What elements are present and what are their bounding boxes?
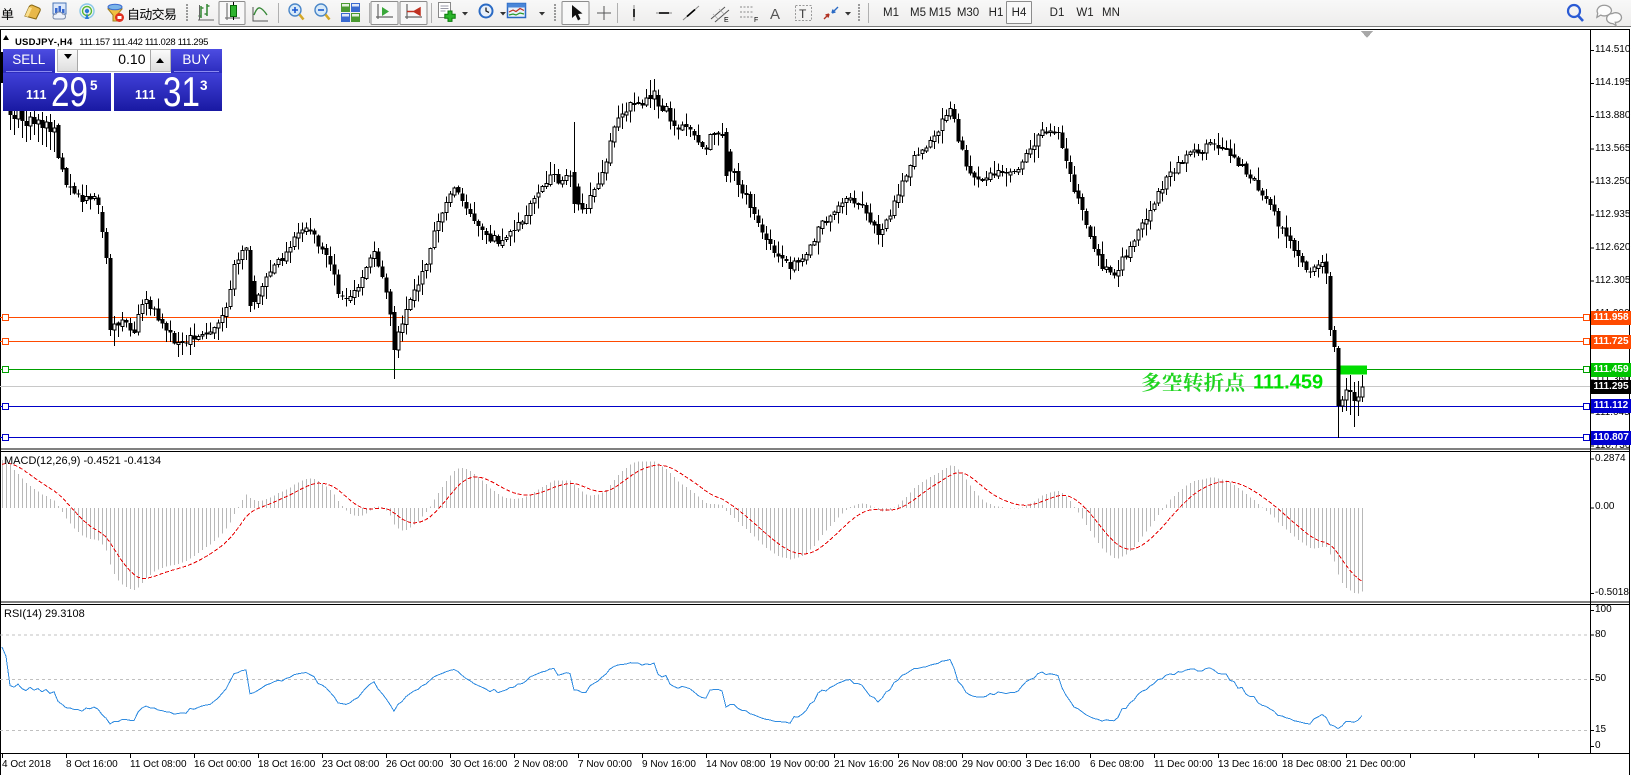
svg-text:A: A	[770, 6, 780, 23]
svg-text:T: T	[799, 7, 807, 21]
svg-text:E: E	[724, 17, 729, 24]
svg-text:111.459: 111.459	[1253, 372, 1323, 394]
svg-text:F: F	[754, 17, 758, 24]
